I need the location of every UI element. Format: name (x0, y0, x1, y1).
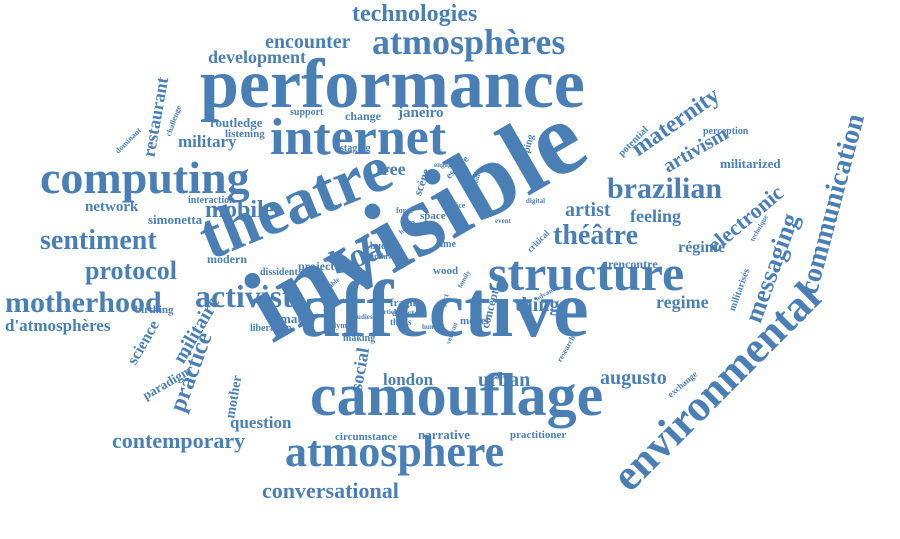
word-encounter: encounter (265, 31, 351, 53)
word-atmosphere: atmosphere (285, 427, 505, 476)
word-regime: regime (656, 292, 709, 312)
word-human: human (422, 323, 444, 331)
word-artist: artist (565, 199, 611, 221)
word-olympic: olympic (330, 321, 358, 330)
word-digital: digital (526, 197, 546, 205)
word-making: making (343, 333, 376, 344)
word-performance: performance (200, 46, 585, 123)
word-practitioner: practitioner (510, 429, 567, 441)
word-voice: voice (448, 201, 466, 210)
word-camouflage: camouflage (310, 362, 604, 428)
word-urban: urban (478, 369, 531, 391)
word-climate: climate (267, 311, 308, 326)
word-space: space (420, 210, 446, 222)
word-dissident: dissident (260, 267, 298, 278)
word-regime-fr: régime (678, 239, 726, 256)
word-militarized: militarized (720, 156, 781, 171)
word-theatre-fr: théâtre (553, 220, 638, 251)
word-narrative: narrative (418, 427, 470, 442)
word-support: support (290, 107, 324, 118)
word-communication: communication (793, 110, 871, 298)
word-network: network (85, 199, 139, 215)
word-feeling: feeling (630, 206, 681, 226)
word-listening: listening (225, 128, 265, 140)
word-activist: activist (195, 278, 293, 314)
word-project: project (298, 259, 335, 273)
word-simonetta: simonetta (148, 212, 203, 227)
word-sentiment: sentiment (40, 225, 157, 256)
word-article: article (380, 308, 400, 316)
word-routledge: routledge (210, 115, 263, 130)
word-protocol: protocol (85, 256, 177, 285)
word-janeiro: janeiro (398, 105, 444, 121)
word-perception: perception (703, 126, 749, 137)
word-science: science (124, 317, 163, 368)
word-liberation: liberation (250, 323, 292, 334)
word-engage: engage (434, 161, 455, 169)
word-studies: studies (352, 313, 373, 321)
word-technologies: technologies (352, 1, 478, 27)
word-event: event (495, 217, 511, 225)
word-question: question (230, 413, 292, 432)
word-london: london (383, 370, 434, 389)
word-contemporary: contemporary (112, 428, 246, 453)
word-internet: internet (270, 109, 447, 166)
word-modern: modern (207, 252, 247, 266)
word-conversational: conversational (262, 478, 399, 503)
word-structure: structure (488, 245, 685, 301)
word-time: time (437, 239, 456, 250)
word-change: change (345, 109, 381, 123)
word-birthing: birthing (135, 304, 174, 316)
word-atmospheres: atmosphères (372, 22, 566, 62)
word-military: military (178, 132, 237, 151)
word-model: model (460, 315, 489, 327)
word-director: director (392, 308, 423, 318)
word-thesis: thesis (390, 317, 412, 327)
word-circumstance: circumstance (335, 431, 398, 443)
word-interaction: interaction (188, 195, 235, 206)
word-development: development (208, 47, 306, 67)
word-rencontre: rencontre (608, 257, 658, 271)
word-bueno: bueno (370, 241, 397, 252)
word-motherhood: motherhood (5, 286, 162, 319)
word-d-atmospheres: d'atmosphères (5, 316, 111, 335)
word-brazilian: brazilian (607, 172, 723, 205)
word-staging: staging (340, 143, 371, 154)
word-fragile: fragile (390, 297, 421, 309)
word-archival: archival (370, 252, 398, 261)
word-augusto: augusto (600, 367, 667, 389)
word-restaurant: restaurant (138, 75, 173, 159)
word-wood: wood (433, 265, 459, 277)
word-affective: affective (300, 266, 589, 354)
word-force: force (396, 206, 414, 215)
word-mobile: mobile (205, 197, 275, 223)
word-computing: computing (40, 152, 250, 203)
word-thing: thing (515, 294, 560, 316)
word-tree: tree (376, 159, 406, 179)
